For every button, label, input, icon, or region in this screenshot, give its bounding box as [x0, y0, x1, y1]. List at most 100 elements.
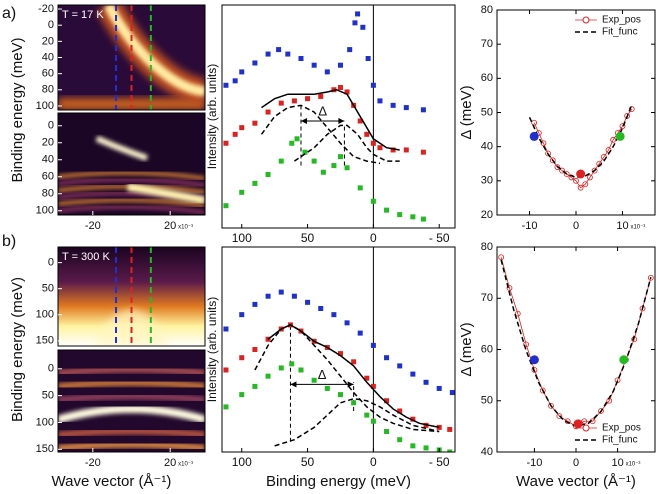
data-point [506, 285, 513, 291]
data-point [619, 123, 626, 130]
data-point [514, 310, 521, 317]
data-point [397, 212, 403, 218]
plot-area [58, 350, 205, 452]
data-point [370, 383, 376, 389]
data-point [252, 301, 258, 307]
data-point [365, 56, 371, 62]
data-point [351, 359, 357, 365]
plot-area [498, 254, 654, 430]
data-point [647, 274, 654, 281]
data-point [610, 136, 617, 143]
data-point [377, 145, 383, 151]
x-tick-label: 50 [301, 455, 315, 469]
y-tick-label: 70 [481, 292, 493, 304]
data-point [223, 140, 229, 146]
y-tick-label: 20 [42, 137, 54, 149]
y-tick-label: 60 [42, 171, 54, 183]
legend-swatch [582, 16, 590, 24]
y-tick-label: 80 [481, 4, 493, 16]
x-tick-label: - 50 [429, 231, 450, 245]
x-tick-label: -20 [85, 457, 101, 469]
plot-frame [57, 349, 206, 453]
x-tick-label: -10 [526, 457, 542, 469]
y-tick-label: 70 [481, 38, 493, 50]
data-point [298, 367, 304, 373]
data-point [545, 150, 552, 157]
data-point [540, 140, 547, 147]
data-point [449, 390, 455, 396]
data-point [420, 107, 426, 113]
x-tick-label: 10 [611, 457, 623, 469]
data-point [265, 51, 271, 57]
y-tick-label: 20 [42, 35, 54, 47]
data-point [364, 375, 370, 381]
data-point [531, 367, 538, 373]
data-point [352, 20, 358, 26]
data-point [370, 418, 376, 424]
data-point [223, 203, 229, 209]
data-point [384, 207, 390, 213]
plot-area [58, 113, 205, 215]
y-tick-label: 150 [36, 335, 54, 347]
y-tick-label: 100 [36, 416, 54, 428]
data-point [548, 402, 554, 409]
data-point [305, 96, 311, 102]
y-tick-label: 100 [36, 309, 54, 321]
x-tick-label: 0 [573, 220, 579, 232]
data-point [265, 109, 271, 115]
data-point [628, 106, 635, 112]
data-point [239, 189, 245, 195]
data-point [239, 312, 245, 318]
data-point [285, 51, 291, 57]
y-tick-label: 40 [481, 141, 493, 153]
data-point [397, 408, 403, 414]
plot-area [528, 104, 635, 191]
data-point [384, 429, 390, 434]
y-axis-label: Δ (meV) [458, 85, 475, 139]
data-point [331, 163, 337, 169]
delta-label: Δ [318, 367, 327, 382]
temperature-label: T = 300 K [62, 251, 110, 263]
heatmap-band [58, 405, 205, 424]
data-point [390, 147, 396, 153]
data-point [252, 60, 258, 66]
y-tick-label: 50 [481, 395, 493, 407]
y-axis-label: Intensity (arb. units) [205, 64, 219, 169]
data-point [403, 147, 409, 153]
y-tick-label: 80 [481, 241, 493, 253]
data-point [397, 437, 403, 443]
data-point [239, 125, 245, 131]
data-point [556, 413, 563, 420]
x-tick-label: 20 [164, 220, 176, 232]
heatmap-band [58, 170, 205, 181]
plot-frame [57, 246, 206, 347]
x-tick-label: 0 [573, 457, 579, 469]
data-point [554, 164, 561, 171]
data-point [357, 118, 363, 124]
data-point [347, 47, 353, 53]
data-point [357, 185, 363, 191]
data-line [260, 104, 381, 165]
heatmap-glow [58, 97, 205, 110]
data-line [274, 397, 440, 447]
data-point [311, 158, 317, 164]
legend-label: Fit_func [602, 435, 638, 446]
data-point [311, 62, 317, 68]
data-point [582, 181, 589, 188]
data-point [223, 367, 229, 373]
data-point [337, 154, 343, 160]
x-tick-label: 0 [370, 455, 377, 469]
heatmap-band [58, 392, 205, 404]
data-line [261, 88, 400, 151]
y-tick-label: 50 [481, 106, 493, 118]
data-point [337, 62, 343, 68]
data-point [291, 293, 297, 299]
data-point [232, 78, 238, 84]
data-point [591, 167, 598, 174]
data-point [318, 306, 324, 311]
data-point [324, 69, 330, 75]
data-point [344, 89, 350, 95]
x-tick-label: 50 [301, 231, 315, 245]
heatmap-band [58, 177, 205, 188]
